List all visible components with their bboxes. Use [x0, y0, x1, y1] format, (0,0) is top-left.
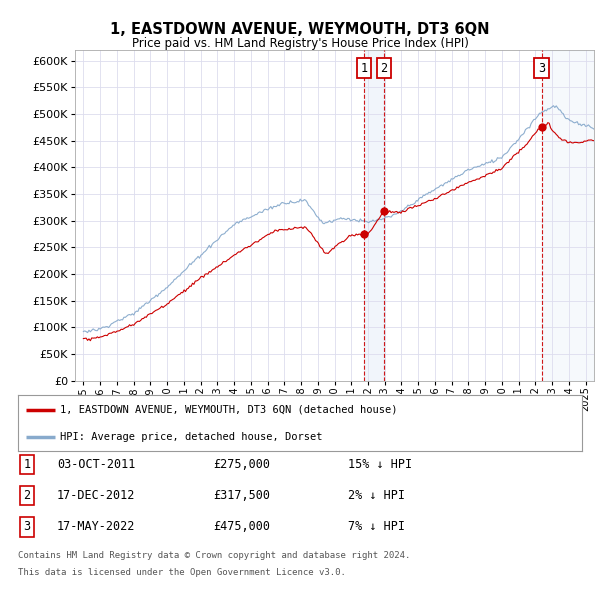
- Text: £275,000: £275,000: [213, 458, 270, 471]
- Text: HPI: Average price, detached house, Dorset: HPI: Average price, detached house, Dors…: [60, 432, 323, 442]
- Text: 7% ↓ HPI: 7% ↓ HPI: [348, 520, 405, 533]
- Text: 17-DEC-2012: 17-DEC-2012: [57, 489, 136, 502]
- Text: 2% ↓ HPI: 2% ↓ HPI: [348, 489, 405, 502]
- Text: Price paid vs. HM Land Registry's House Price Index (HPI): Price paid vs. HM Land Registry's House …: [131, 37, 469, 50]
- Text: £475,000: £475,000: [213, 520, 270, 533]
- Text: 03-OCT-2011: 03-OCT-2011: [57, 458, 136, 471]
- Text: 1: 1: [23, 458, 31, 471]
- Text: 1, EASTDOWN AVENUE, WEYMOUTH, DT3 6QN: 1, EASTDOWN AVENUE, WEYMOUTH, DT3 6QN: [110, 22, 490, 37]
- Text: 1, EASTDOWN AVENUE, WEYMOUTH, DT3 6QN (detached house): 1, EASTDOWN AVENUE, WEYMOUTH, DT3 6QN (d…: [60, 405, 398, 415]
- Text: 3: 3: [538, 62, 545, 75]
- Bar: [542, 50, 594, 381]
- Text: This data is licensed under the Open Government Licence v3.0.: This data is licensed under the Open Gov…: [18, 568, 346, 577]
- Text: 17-MAY-2022: 17-MAY-2022: [57, 520, 136, 533]
- Text: 2: 2: [380, 62, 388, 75]
- Text: 3: 3: [23, 520, 31, 533]
- Text: 2: 2: [23, 489, 31, 502]
- Text: 15% ↓ HPI: 15% ↓ HPI: [348, 458, 412, 471]
- Bar: [364, 50, 384, 381]
- Text: Contains HM Land Registry data © Crown copyright and database right 2024.: Contains HM Land Registry data © Crown c…: [18, 552, 410, 560]
- Text: £317,500: £317,500: [213, 489, 270, 502]
- Text: 1: 1: [360, 62, 367, 75]
